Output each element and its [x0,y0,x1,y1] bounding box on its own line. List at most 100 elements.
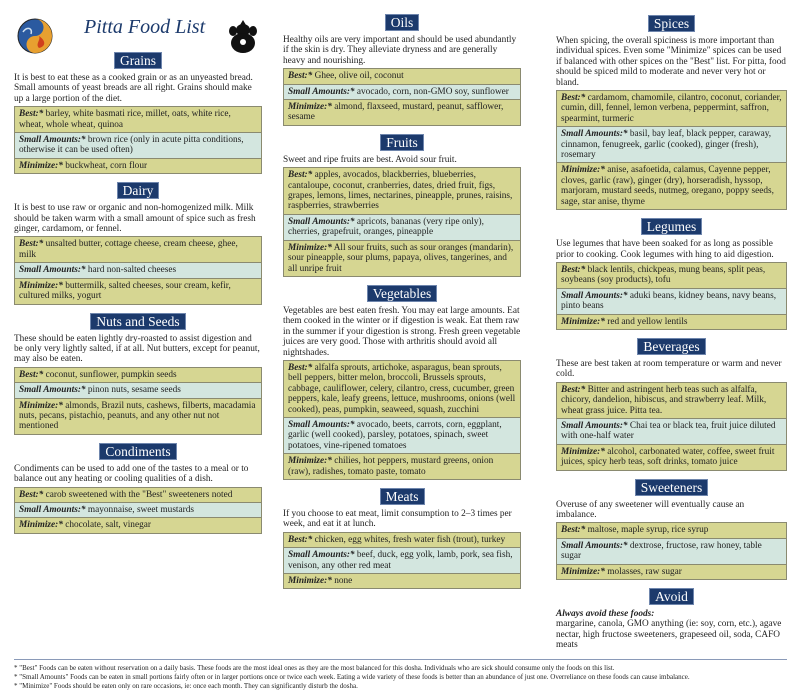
minimize-label: Minimize:* [19,280,63,291]
nuts-and-seeds-minimize-row: Minimize:* almonds, Brazil nuts, cashews… [15,397,261,434]
section-grains: Grains It is best to eat these as a cooke… [14,52,262,175]
fruits-description: Sweet and ripe fruits are best. Avoid so… [283,154,457,165]
section-oils: Oils Healthy oils are very important and … [283,14,521,126]
grains-best-row: Best:* barley, white basmati rice, mille… [15,107,261,133]
legumes-table: Best:* black lentils, chickpeas, mung be… [556,261,787,330]
footnote-minimize: * "Minimize" Foods should be eaten only … [14,682,358,691]
ganesha-icon [226,18,260,59]
section-sweeteners: Sweeteners Overuse of any sweetener will … [556,478,787,581]
meats-heading: Meats [379,488,425,505]
small-label: Small Amounts:* [561,540,628,551]
beverages-heading: Beverages [637,337,706,355]
small-foods: dextrose, fructose, raw honey, table sug… [561,540,762,562]
best-foods: unsalted butter, cottage cheese, cream c… [19,239,238,260]
small-label: Small Amounts:* [288,216,355,227]
legumes-heading: Legumes [640,218,703,236]
meats-small-row: Small Amounts:* beef, duck, egg yolk, la… [284,547,520,574]
section-avoid: Avoid Always avoid these foods: margarine,… [556,588,787,651]
small-label: Small Amounts:* [288,550,355,561]
vegetables-small-row: Small Amounts:* avocado, beets, carrots,… [284,416,520,454]
sweeteners-heading: Sweeteners [634,478,709,496]
small-foods: basil, bay leaf, black pepper, caraway, … [561,129,772,161]
minimize-label: Minimize:* [19,520,63,531]
minimize-foods: none [334,576,353,587]
best-foods: black lentils, chickpeas, mung beans, sp… [561,264,766,286]
condiments-description: Condiments can be used to add one of the… [14,463,249,485]
minimize-foods: All sour fruits, such as sour oranges (m… [288,242,514,274]
minimize-foods: alcohol, carbonated water, coffee, sweet… [561,446,775,468]
best-foods: coconut, sunflower, pumpkin seeds [45,369,177,380]
sweeteners-description: Overuse of any sweetener will eventually… [556,499,745,520]
small-foods: avocado, corn, non-GMO soy, sunflower [356,86,509,97]
small-label: Small Amounts:* [19,135,86,146]
beverages-minimize-row: Minimize:* alcohol, carbonated water, co… [557,443,786,470]
minimize-label: Minimize:* [288,456,332,467]
minimize-foods: almond, flaxseed, mustard, peanut, saffl… [288,102,504,123]
best-label: Best:* [19,109,44,120]
beverages-description: These are best taken at room temperature… [556,358,782,380]
fruits-table: Best:* apples, avocados, blackberries, b… [283,167,521,277]
best-label: Best:* [19,369,44,380]
section-vegetables: Vegetables Vegetables are best eaten fres… [283,284,521,480]
vegetables-best-row: Best:* alfalfa sprouts, artichoke, aspar… [284,360,520,417]
minimize-label: Minimize:* [288,576,332,587]
nuts-and-seeds-best-row: Best:* coconut, sunflower, pumpkin seeds [15,367,261,383]
condiments-heading: Condiments [99,442,177,460]
oils-description: Healthy oils are very important and shou… [283,35,517,66]
fruits-minimize-row: Minimize:* All sour fruits, such as sour… [284,239,520,276]
best-foods: carob sweetened with the "Best" sweetene… [45,489,233,500]
section-header: Spices [556,15,787,33]
nuts-and-seeds-table: Best:* coconut, sunflower, pumpkin seeds… [14,366,262,435]
spices-table: Best:* cardamom, chamomile, cilantro, co… [556,90,787,211]
spices-description: When spicing, the overall spiciness is m… [556,36,786,88]
best-label: Best:* [561,525,586,536]
section-legumes: Legumes Use legumes that have been soaked… [556,218,787,330]
spices-small-row: Small Amounts:* basil, bay leaf, black p… [557,126,786,163]
legumes-small-row: Small Amounts:* aduki beans, kidney bean… [557,287,786,314]
section-header: Dairy [14,182,262,200]
small-label: Small Amounts:* [561,420,628,431]
grains-small-row: Small Amounts:* brown rice (only in acut… [15,132,261,158]
small-label: Small Amounts:* [19,265,86,276]
vegetables-heading: Vegetables [366,284,438,302]
fruits-heading: Fruits [380,133,424,151]
dairy-small-row: Small Amounts:* hard non-salted cheeses [15,262,261,278]
minimize-foods: anise, asafoetida, calamus, Cayenne pepp… [561,165,775,207]
minimize-foods: chilies, hot peppers, mustard greens, on… [288,456,494,477]
vegetables-description: Vegetables are best eaten fresh. You may… [283,305,521,358]
footnote-best: * "Best" Foods can be eaten without rese… [14,664,615,672]
small-label: Small Amounts:* [288,419,355,430]
avoid-heading: Avoid [649,588,694,606]
best-foods: barley, white basmati rice, millet, oats… [19,109,231,130]
avoid-foods: margarine, canola, GMO anything (ie: soy… [556,619,782,651]
minimize-foods: chocolate, salt, vinegar [65,520,151,531]
section-header: Condiments [14,442,262,461]
condiments-table: Best:* carob sweetened with the "Best" s… [14,486,262,534]
best-label: Best:* [288,362,313,373]
dairy-table: Best:* unsalted butter, cottage cheese, … [14,236,262,305]
column-2: Oils Healthy oils are very important and … [283,6,521,590]
oils-minimize-row: Minimize:* almond, flaxseed, mustard, pe… [284,99,520,125]
minimize-label: Minimize:* [561,446,605,457]
minimize-label: Minimize:* [561,165,605,176]
best-label: Best:* [19,489,44,500]
spices-best-row: Best:* cardamom, chamomile, cilantro, co… [557,91,786,127]
section-header: Avoid [556,588,787,606]
column-1: Grains It is best to eat these as a cooke… [14,44,262,534]
best-label: Best:* [561,384,586,395]
section-nuts-and-seeds: Nuts and Seeds These should be eaten ligh… [14,312,262,435]
minimize-label: Minimize:* [561,316,605,327]
small-foods: brown rice (only in acute pitta conditio… [19,135,244,156]
dairy-minimize-row: Minimize:* buttermilk, salted cheeses, s… [15,277,261,304]
small-foods: aduki beans, kidney beans, navy beans, p… [561,290,777,312]
footnote-small-amounts: * "Small Amounts" Foods can be eaten in … [14,673,690,682]
best-label: Best:* [288,534,313,545]
section-header: Nuts and Seeds [14,312,262,331]
condiments-best-row: Best:* carob sweetened with the "Best" s… [15,487,261,502]
beverages-small-row: Small Amounts:* Chai tea or black tea, f… [557,417,786,444]
small-foods: mayonnaise, sweet mustards [87,504,195,515]
fruits-small-row: Small Amounts:* apricots, bananas (very … [284,213,520,240]
dairy-heading: Dairy [116,182,160,200]
meats-table: Best:* chicken, egg whites, fresh water … [283,531,521,590]
section-fruits: Fruits Sweet and ripe fruits are best. Av… [283,133,521,277]
